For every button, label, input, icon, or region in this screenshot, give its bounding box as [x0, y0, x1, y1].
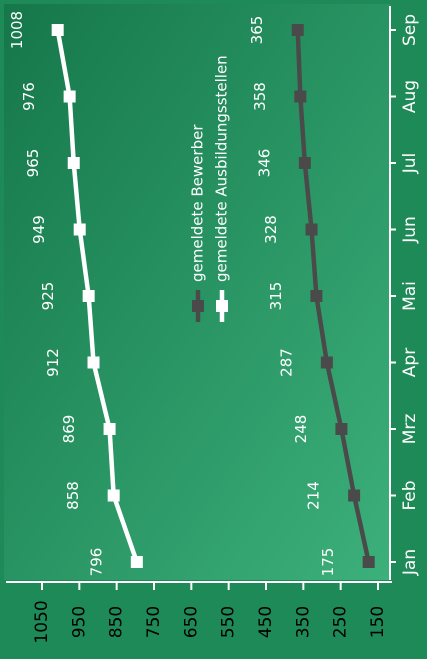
data-label: 358	[251, 82, 269, 111]
data-point	[82, 290, 95, 302]
legend-label: gemeldete Ausbildungsstellen	[213, 55, 231, 282]
axes: Jan Feb Mrz Apr Mai Jun Jul Aug Sep 150 250 350 450 5…	[6, 6, 420, 644]
category-tick-label: Mrz	[400, 414, 420, 445]
data-label: 1008	[8, 11, 26, 49]
category-tick-label: Jun	[400, 216, 420, 244]
series-bewerber: 175 214 248 287 315 328 346 358 365	[248, 16, 375, 577]
data-point	[335, 423, 348, 435]
data-point	[103, 423, 116, 435]
value-tick-label: 150	[368, 606, 388, 638]
data-point	[310, 290, 323, 302]
data-label: 175	[319, 548, 337, 577]
data-point	[63, 90, 76, 103]
data-label: 328	[262, 215, 280, 244]
legend-swatch-marker	[216, 300, 228, 312]
data-point	[87, 356, 100, 369]
data-label: 858	[64, 481, 82, 510]
data-point	[320, 356, 333, 369]
series-group: 175 214 248 287 315 328 346 358 365 796 858 869 912 9…	[8, 11, 375, 577]
data-label: 248	[292, 415, 310, 444]
data-label: 912	[44, 348, 62, 377]
category-tick-label: Aug	[400, 80, 420, 113]
value-tick-label: 650	[181, 606, 201, 638]
data-point	[67, 157, 80, 169]
data-point	[51, 24, 64, 36]
data-label: 346	[255, 149, 273, 178]
data-point	[348, 489, 361, 502]
data-point	[73, 223, 86, 236]
data-label: 796	[87, 548, 105, 577]
category-tick-label: Jan	[400, 549, 420, 576]
value-tick-label: 550	[219, 606, 239, 638]
value-tick-label: 950	[69, 606, 89, 638]
legend: gemeldete Bewerber gemeldete Ausbildungss…	[189, 55, 231, 322]
category-tick-label: Jul	[400, 153, 420, 175]
data-point	[107, 489, 120, 502]
value-tick-label: 450	[256, 606, 276, 638]
data-label: 869	[60, 415, 78, 444]
value-tick-label: 850	[107, 606, 127, 638]
data-point	[130, 556, 143, 568]
category-tick-label: Apr	[400, 348, 420, 377]
data-label: 965	[24, 149, 42, 178]
data-point	[291, 24, 304, 36]
value-tick-label: 350	[293, 606, 313, 638]
category-tick-label: Sep	[400, 14, 420, 46]
data-label: 287	[277, 348, 295, 377]
legend-label: gemeldete Bewerber	[189, 124, 207, 282]
data-point	[362, 556, 375, 568]
value-tick-label: 750	[144, 606, 164, 638]
series-ausbildungsstellen: 796 858 869 912 925 949 965 976 1008	[8, 11, 143, 576]
value-tick-label: 250	[331, 606, 351, 638]
data-label: 365	[248, 16, 266, 45]
category-tick-label: Mai	[400, 281, 420, 311]
data-label: 214	[305, 481, 323, 510]
legend-swatch-marker	[192, 300, 204, 312]
data-point	[305, 223, 318, 236]
data-point	[298, 157, 311, 169]
data-label: 976	[20, 82, 38, 111]
data-label: 949	[30, 215, 48, 244]
category-tick-label: Feb	[400, 480, 420, 510]
data-label: 925	[39, 282, 57, 311]
value-tick-label: 1050	[32, 600, 52, 643]
data-point	[294, 90, 307, 103]
data-label: 315	[267, 282, 285, 311]
